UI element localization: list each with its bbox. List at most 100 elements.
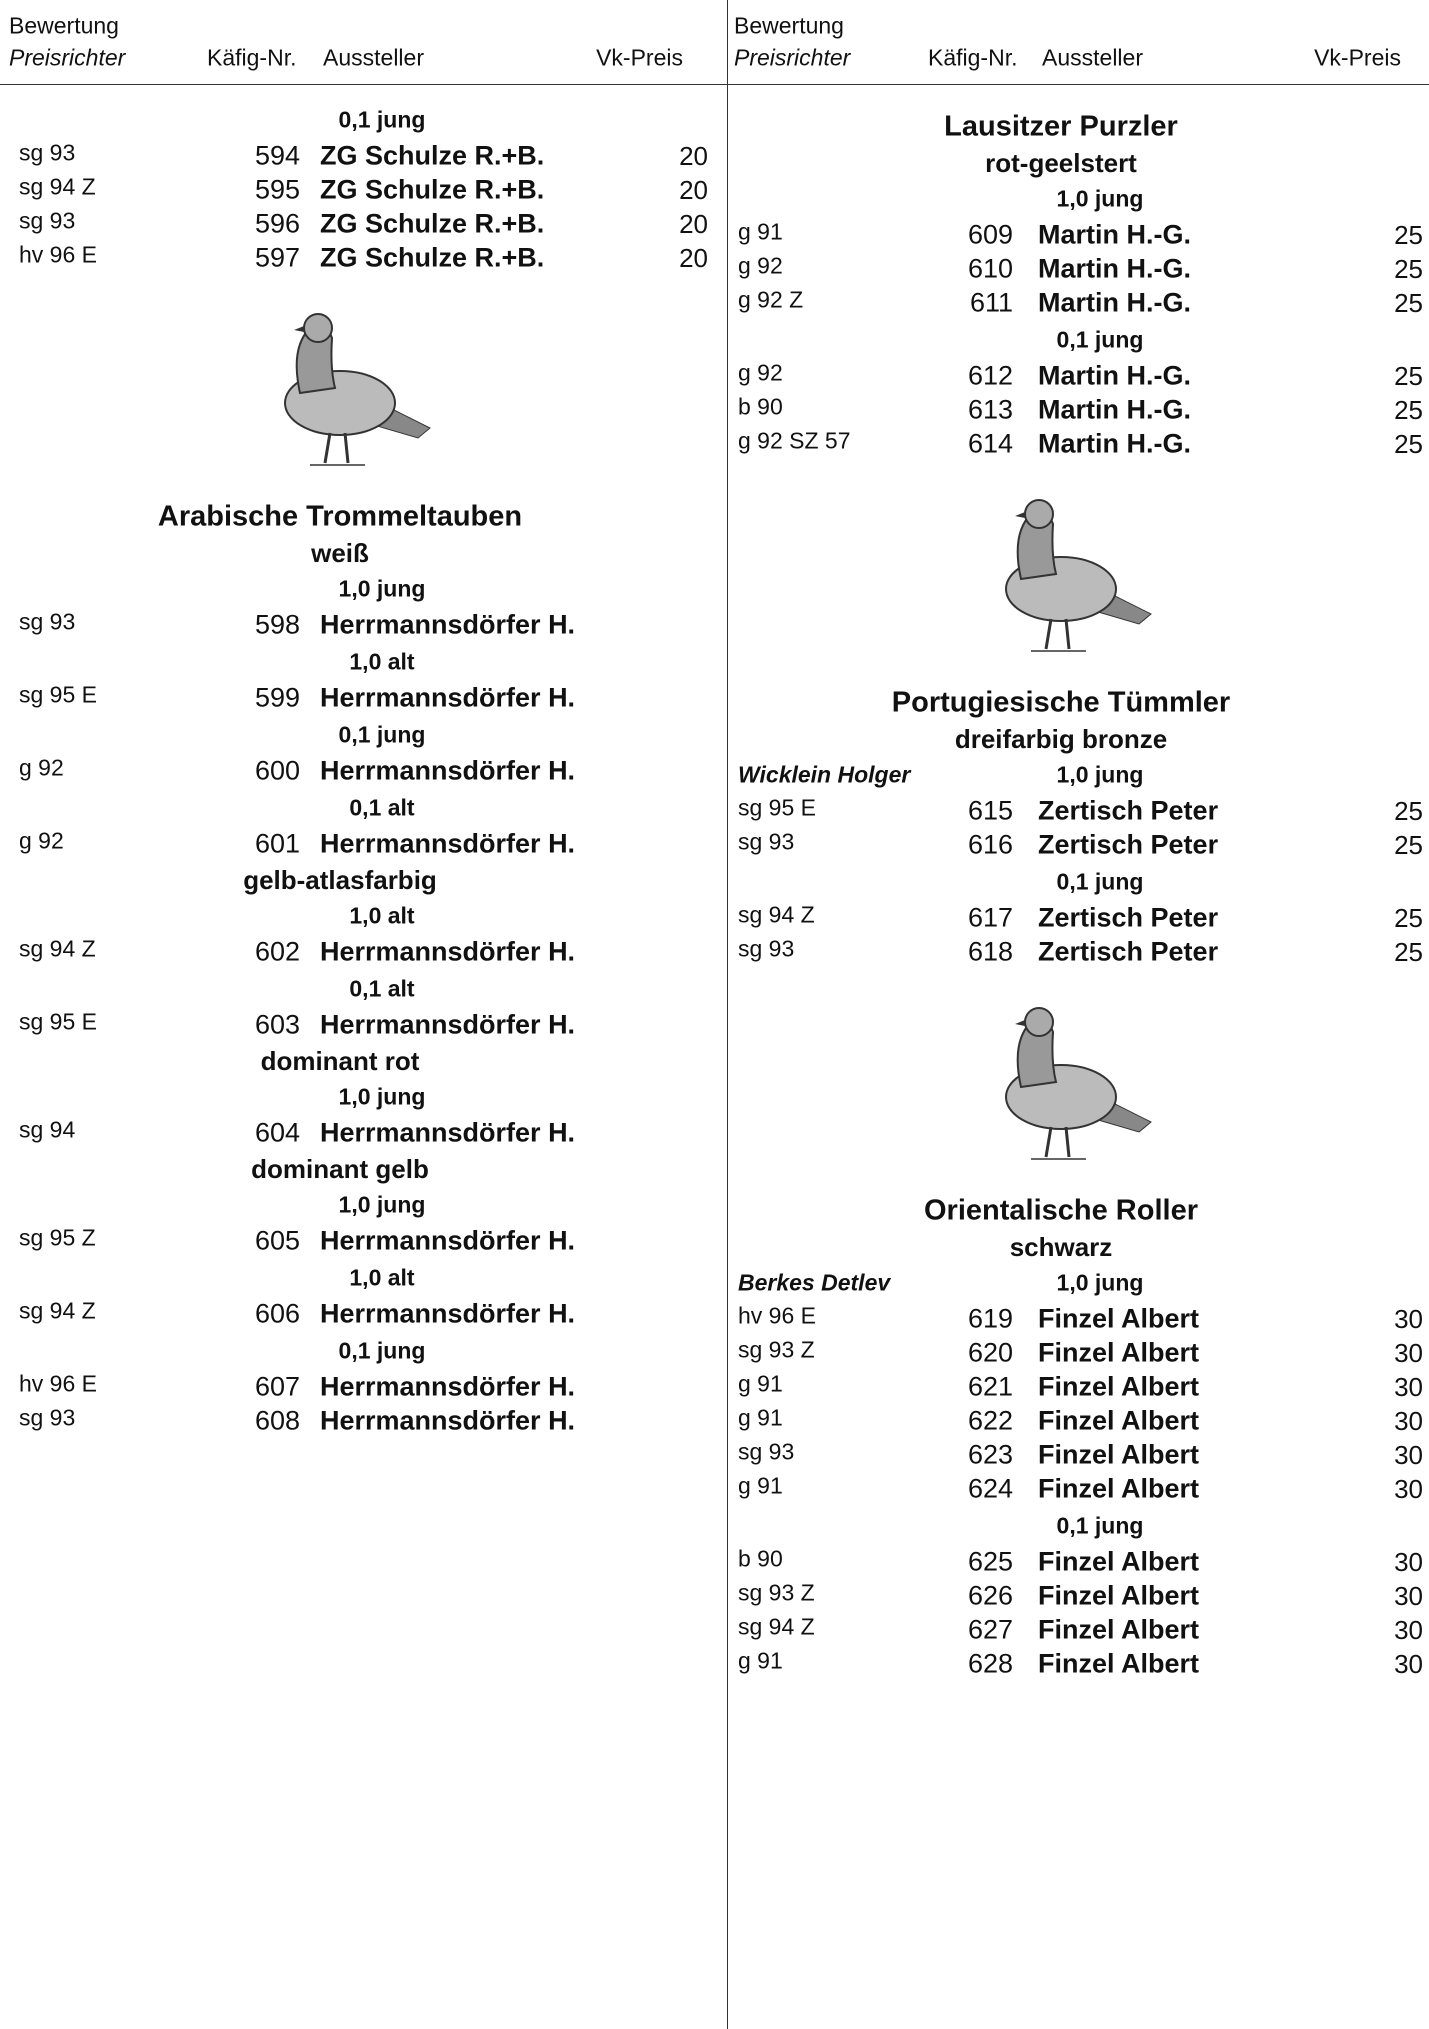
rating: sg 95 E <box>19 684 97 707</box>
class-title: 1,0 jung <box>339 1194 426 1217</box>
rating: g 92 Z <box>738 289 803 312</box>
cage-number: 616 <box>968 832 1013 859</box>
header-exhibitor: Aussteller <box>323 47 424 70</box>
cage-number: 615 <box>968 798 1013 825</box>
rating: g 92 <box>19 757 64 780</box>
price: 25 <box>1394 222 1423 248</box>
price: 25 <box>1394 431 1423 457</box>
exhibitor: Zertisch Peter <box>1038 798 1218 825</box>
class-title: 1,0 jung <box>1057 188 1144 211</box>
header-cage: Käfig-Nr. <box>207 47 296 70</box>
exhibitor: Martin H.-G. <box>1038 397 1191 424</box>
cage-number: 599 <box>255 685 300 712</box>
breed-title: Portugiesische Tümmler <box>892 689 1230 718</box>
rating: sg 93 <box>738 938 794 961</box>
rating: sg 94 Z <box>738 1616 815 1639</box>
cage-number: 614 <box>968 431 1013 458</box>
cage-number: 602 <box>255 939 300 966</box>
cage-number: 605 <box>255 1228 300 1255</box>
exhibitor: Zertisch Peter <box>1038 939 1218 966</box>
cage-number: 608 <box>255 1408 300 1435</box>
exhibitor: Finzel Albert <box>1038 1549 1199 1576</box>
cage-number: 622 <box>968 1408 1013 1435</box>
price: 30 <box>1394 1583 1423 1609</box>
price: 30 <box>1394 1549 1423 1575</box>
exhibitor: Martin H.-G. <box>1038 222 1191 249</box>
rating: sg 94 Z <box>19 938 96 961</box>
rating: sg 93 <box>19 142 75 165</box>
class-title: 1,0 jung <box>339 1086 426 1109</box>
rating: sg 93 <box>738 831 794 854</box>
exhibitor: Herrmannsdörfer H. <box>320 939 575 966</box>
exhibitor: Zertisch Peter <box>1038 832 1218 859</box>
exhibitor: Martin H.-G. <box>1038 290 1191 317</box>
price: 25 <box>1394 905 1423 931</box>
cage-number: 601 <box>255 831 300 858</box>
pigeon-illustration <box>961 484 1161 664</box>
color-title: schwarz <box>1010 1234 1113 1260</box>
header-cage: Käfig-Nr. <box>928 47 1017 70</box>
cage-number: 597 <box>255 245 300 272</box>
price: 30 <box>1394 1408 1423 1434</box>
exhibitor: ZG Schulze R.+B. <box>320 177 544 204</box>
cage-number: 628 <box>968 1651 1013 1678</box>
rating: sg 94 Z <box>19 1300 96 1323</box>
exhibitor: Herrmannsdörfer H. <box>320 831 575 858</box>
page: (() => { const data = JSON.parse(documen… <box>0 0 1429 2029</box>
header-judge: Preisrichter <box>9 47 125 70</box>
cage-number: 611 <box>970 290 1013 317</box>
cage-number: 613 <box>968 397 1013 424</box>
price: 25 <box>1394 397 1423 423</box>
rating: sg 94 <box>19 1119 75 1142</box>
header-exhibitor: Aussteller <box>1042 47 1143 70</box>
judge-name: Wicklein Holger <box>738 764 910 787</box>
pigeon-illustration <box>240 298 440 478</box>
price: 30 <box>1394 1340 1423 1366</box>
rating: sg 93 <box>19 210 75 233</box>
price: 30 <box>1394 1374 1423 1400</box>
cage-number: 606 <box>255 1301 300 1328</box>
rating: sg 93 <box>19 1407 75 1430</box>
price: 20 <box>679 245 708 271</box>
cage-number: 609 <box>968 222 1013 249</box>
cage-number: 620 <box>968 1340 1013 1367</box>
cage-number: 618 <box>968 939 1013 966</box>
cage-number: 598 <box>255 612 300 639</box>
color-title: rot-geelstert <box>985 150 1137 176</box>
rating: sg 93 Z <box>738 1339 815 1362</box>
exhibitor: Finzel Albert <box>1038 1476 1199 1503</box>
color-title: dominant rot <box>261 1048 420 1074</box>
exhibitor: Finzel Albert <box>1038 1442 1199 1469</box>
rating: hv 96 E <box>19 1373 97 1396</box>
exhibitor: Herrmannsdörfer H. <box>320 685 575 712</box>
exhibitor: Finzel Albert <box>1038 1651 1199 1678</box>
color-title: dominant gelb <box>251 1156 429 1182</box>
header-rating: Bewertung <box>9 15 119 38</box>
column-divider <box>727 0 728 2029</box>
class-title: 0,1 jung <box>339 109 426 132</box>
exhibitor: Herrmannsdörfer H. <box>320 1012 575 1039</box>
price: 20 <box>679 177 708 203</box>
class-title: 0,1 alt <box>349 978 414 1001</box>
exhibitor: Finzel Albert <box>1038 1306 1199 1333</box>
cage-number: 621 <box>968 1374 1013 1401</box>
class-title: 0,1 jung <box>1057 1515 1144 1538</box>
color-title: weiß <box>311 540 369 566</box>
cage-number: 596 <box>255 211 300 238</box>
cage-number: 595 <box>255 177 300 204</box>
judge-name: Berkes Detlev <box>738 1272 890 1295</box>
cage-number: 612 <box>968 363 1013 390</box>
cage-number: 617 <box>968 905 1013 932</box>
rating: sg 94 Z <box>19 176 96 199</box>
exhibitor: Finzel Albert <box>1038 1374 1199 1401</box>
price: 30 <box>1394 1442 1423 1468</box>
cage-number: 610 <box>968 256 1013 283</box>
cage-number: 603 <box>255 1012 300 1039</box>
price: 30 <box>1394 1651 1423 1677</box>
exhibitor: Herrmannsdörfer H. <box>320 1228 575 1255</box>
cage-number: 600 <box>255 758 300 785</box>
rating: b 90 <box>738 1548 783 1571</box>
class-title: 1,0 alt <box>349 651 414 674</box>
cage-number: 627 <box>968 1617 1013 1644</box>
exhibitor: ZG Schulze R.+B. <box>320 245 544 272</box>
